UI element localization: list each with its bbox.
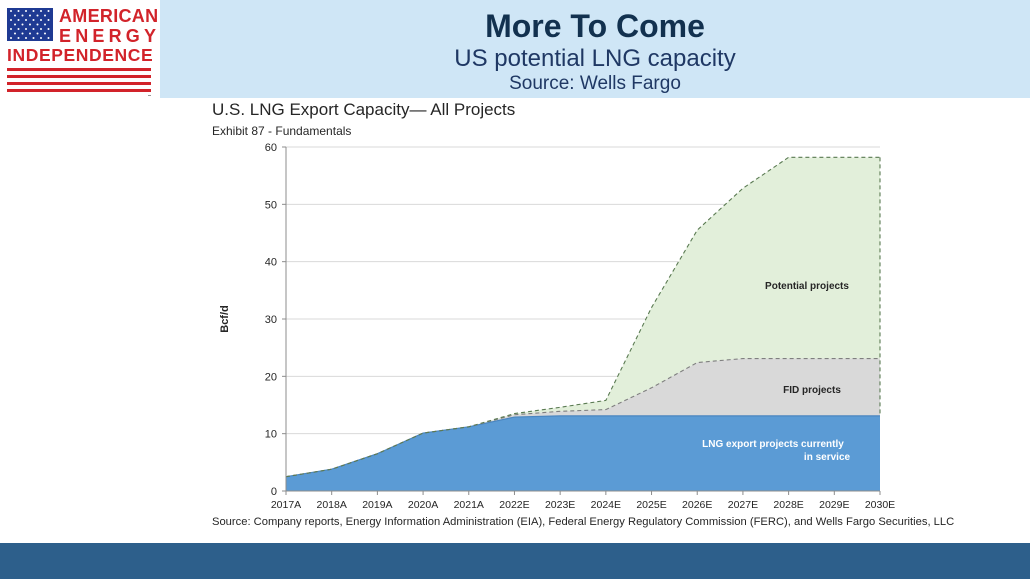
area-projects-in-service bbox=[286, 415, 880, 491]
label-in-service-line2: in service bbox=[804, 452, 851, 463]
x-tick-label-2019A: 2019A bbox=[362, 499, 392, 511]
y-tick-label-10: 10 bbox=[265, 429, 277, 441]
line-projects-in-service bbox=[285, 415, 880, 478]
label-fid-projects: FID projects bbox=[783, 385, 841, 396]
chart-source-note: Source: Company reports, Energy Informat… bbox=[212, 516, 955, 528]
y-axis-label: Bcf/d bbox=[219, 305, 231, 333]
y-tick-label-0: 0 bbox=[271, 486, 277, 498]
slide-footer-bar bbox=[0, 543, 1030, 579]
label-in-service-line1: LNG export projects currently bbox=[702, 439, 844, 450]
x-tick-label-2029E: 2029E bbox=[819, 499, 849, 511]
slide-title: More To Come bbox=[485, 8, 705, 44]
x-tick-label-2026E: 2026E bbox=[682, 499, 712, 511]
x-tick-label-2022E: 2022E bbox=[499, 499, 529, 511]
x-tick-label-2018A: 2018A bbox=[317, 499, 347, 511]
y-tick-label-40: 40 bbox=[265, 257, 277, 269]
label-potential-projects: Potential projects bbox=[765, 281, 849, 292]
flag-stripes-graphic bbox=[7, 68, 151, 92]
slide-source: Source: Wells Fargo bbox=[509, 73, 681, 94]
logo-divider-mark bbox=[148, 95, 151, 96]
logo-line-american: AMERICAN bbox=[59, 6, 159, 26]
logo-line-independence: INDEPENDENCE bbox=[7, 45, 154, 65]
x-tick-label-2025E: 2025E bbox=[636, 499, 666, 511]
us-flag-icon bbox=[7, 8, 53, 41]
area-potential-projects bbox=[286, 157, 880, 477]
x-tick-label-2024E: 2024E bbox=[591, 499, 621, 511]
x-tick-label-2021A: 2021A bbox=[454, 499, 484, 511]
slide-header: AMERICAN ENERGY INDEPENDENCE More To Com… bbox=[0, 0, 1030, 98]
slide-subtitle: US potential LNG capacity bbox=[454, 45, 736, 72]
x-tick-label-2027E: 2027E bbox=[728, 499, 758, 511]
y-tick-label-60: 60 bbox=[265, 142, 277, 154]
y-tick-label-30: 30 bbox=[265, 314, 277, 326]
x-tick-label-2020A: 2020A bbox=[408, 499, 438, 511]
x-tick-label-2023E: 2023E bbox=[545, 499, 575, 511]
y-tick-label-20: 20 bbox=[265, 371, 277, 383]
chart-subtitle: Exhibit 87 - Fundamentals bbox=[212, 124, 352, 138]
x-tick-label-2028E: 2028E bbox=[773, 499, 803, 511]
x-tick-label-2017A: 2017A bbox=[271, 499, 301, 511]
american-energy-independence-logo: AMERICAN ENERGY INDEPENDENCE bbox=[0, 0, 160, 98]
x-tick-label-2030E: 2030E bbox=[865, 499, 895, 511]
line-potential-projects bbox=[285, 156, 880, 478]
area-fid-projects bbox=[286, 358, 880, 477]
logo-line-energy: ENERGY bbox=[59, 26, 161, 46]
chart-title: U.S. LNG Export Capacity— All Projects bbox=[212, 100, 516, 119]
y-tick-label-50: 50 bbox=[265, 199, 277, 211]
